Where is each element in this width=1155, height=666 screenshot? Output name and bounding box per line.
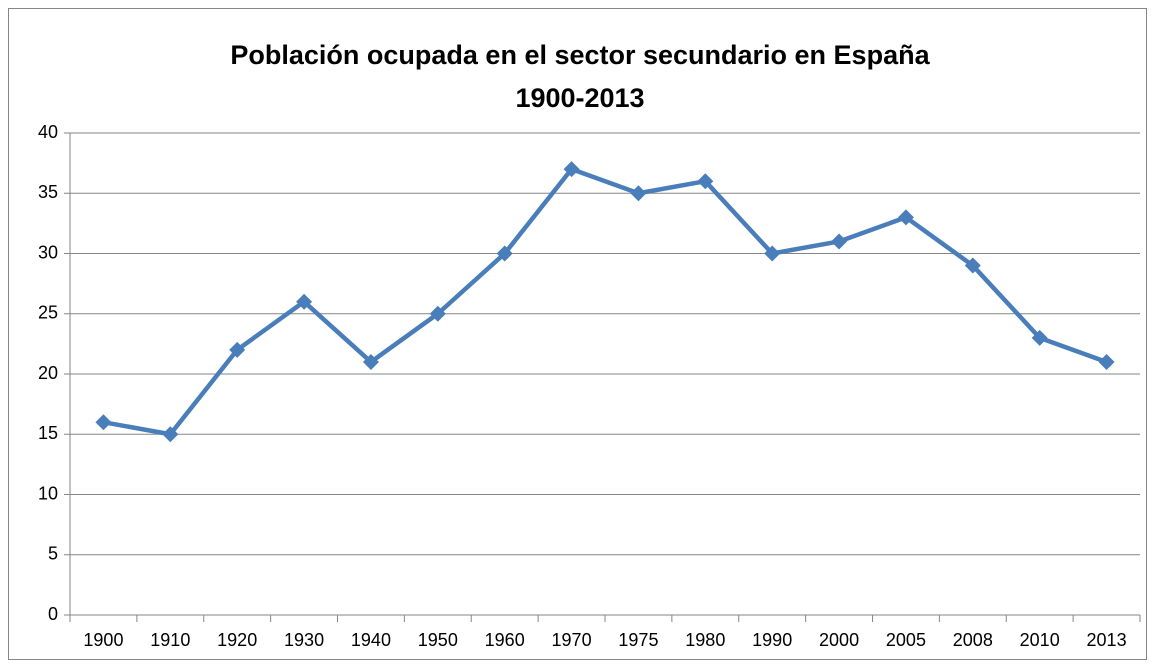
data-point [496, 245, 513, 262]
y-tick-label: 35 [38, 182, 58, 202]
data-point [764, 245, 781, 262]
x-tick-label: 1975 [618, 630, 658, 650]
x-tick-label: 1920 [217, 630, 257, 650]
x-tick-label: 1970 [552, 630, 592, 650]
x-tick-label: 2013 [1087, 630, 1127, 650]
chart-title: Población ocupada en el sector secundari… [230, 40, 930, 70]
x-tick-label: 1930 [284, 630, 324, 650]
x-tick-label: 2008 [953, 630, 993, 650]
data-point [897, 209, 914, 226]
data-point [362, 353, 379, 370]
data-point [630, 185, 647, 202]
x-tick-label: 1940 [351, 630, 391, 650]
data-point [1098, 353, 1115, 370]
x-tick-label: 2010 [1020, 630, 1060, 650]
x-tick-label: 1990 [752, 630, 792, 650]
data-point [831, 233, 848, 250]
data-point [95, 414, 112, 431]
x-tick-label: 2005 [886, 630, 926, 650]
data-point [697, 173, 714, 190]
x-tick-label: 1910 [150, 630, 190, 650]
data-point [429, 305, 446, 322]
chart-title: 1900-2013 [515, 83, 644, 113]
y-tick-label: 25 [38, 303, 58, 323]
y-tick-label: 0 [48, 604, 58, 624]
y-tick-label: 15 [38, 423, 58, 443]
data-point [563, 161, 580, 178]
x-tick-label: 1900 [83, 630, 123, 650]
data-point [162, 426, 179, 443]
data-point [1031, 329, 1048, 346]
y-tick-label: 30 [38, 242, 58, 262]
data-line [103, 166, 1108, 437]
data-point [296, 293, 313, 310]
x-tick-label: 1950 [418, 630, 458, 650]
y-tick-label: 40 [38, 122, 58, 142]
x-tick-label: 1980 [685, 630, 725, 650]
x-tick-label: 1960 [485, 630, 525, 650]
y-tick-label: 20 [38, 363, 58, 383]
y-tick-label: 5 [48, 544, 58, 564]
data-point [229, 341, 246, 358]
y-tick-label: 10 [38, 483, 58, 503]
chart-frame [8, 8, 1147, 660]
x-tick-label: 2000 [819, 630, 859, 650]
data-point [964, 257, 981, 274]
